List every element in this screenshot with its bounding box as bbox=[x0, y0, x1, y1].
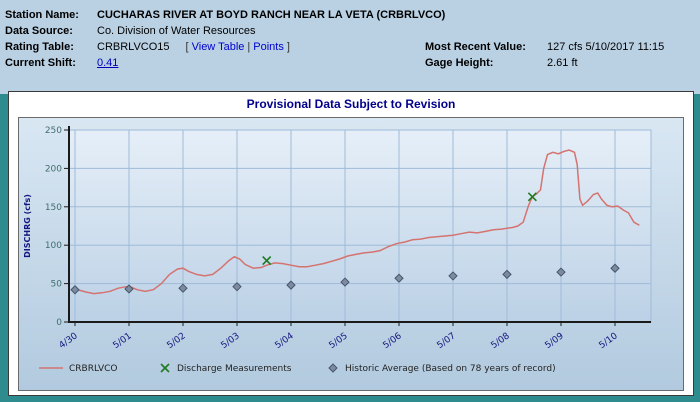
data-source-row: Data Source: Co. Division of Water Resour… bbox=[5, 23, 700, 39]
svg-text:5/08: 5/08 bbox=[489, 331, 512, 351]
discharge-time-series-chart: 0 50 100 150 200 250 4/30 5/01 5/02 5/03 5/04 5/05 5… bbox=[23, 126, 652, 374]
svg-text:0: 0 bbox=[56, 318, 62, 328]
svg-text:5/02: 5/02 bbox=[165, 331, 187, 351]
svg-text:5/04: 5/04 bbox=[273, 331, 296, 351]
svg-text:150: 150 bbox=[45, 203, 62, 213]
most-recent-value-label: Most Recent Value: bbox=[425, 41, 526, 53]
station-name-value: CUCHARAS RIVER AT BOYD RANCH NEAR LA VET… bbox=[97, 9, 446, 21]
current-shift-link[interactable]: 0.41 bbox=[97, 57, 119, 69]
svg-text:100: 100 bbox=[45, 241, 62, 251]
gage-height-row: Gage Height: 2.61 ft bbox=[425, 55, 664, 71]
data-source-label: Data Source: bbox=[5, 25, 73, 37]
rating-table-label: Rating Table: bbox=[5, 41, 74, 53]
svg-text:Discharge Measurements: Discharge Measurements bbox=[177, 364, 292, 374]
svg-text:5/03: 5/03 bbox=[219, 331, 241, 351]
rating-table-value: CRBRLVCO15 bbox=[97, 41, 170, 53]
svg-text:DISCHRG (cfs): DISCHRG (cfs) bbox=[23, 194, 32, 258]
svg-text:5/07: 5/07 bbox=[435, 331, 457, 351]
station-header: Station Name: CUCHARAS RIVER AT BOYD RANC… bbox=[0, 0, 700, 94]
current-shift-row: Current Shift: 0.41 bbox=[5, 55, 700, 71]
station-name-label: Station Name: bbox=[5, 9, 79, 21]
rating-links-bracket-close: ] bbox=[286, 41, 290, 53]
chart-panel: Provisional Data Subject to Revision 0 50… bbox=[8, 91, 694, 396]
svg-text:4/30: 4/30 bbox=[57, 331, 80, 351]
svg-text:250: 250 bbox=[45, 126, 62, 136]
svg-text:Historic Average (Based on 78: Historic Average (Based on 78 years of r… bbox=[345, 364, 556, 374]
header-right-block: Most Recent Value: 127 cfs 5/10/2017 11:1… bbox=[425, 39, 664, 71]
chart-area: 0 50 100 150 200 250 4/30 5/01 5/02 5/03 5/04 5/05 5… bbox=[18, 117, 684, 391]
svg-text:5/09: 5/09 bbox=[543, 331, 566, 351]
svg-text:50: 50 bbox=[51, 280, 63, 290]
most-recent-value-row: Most Recent Value: 127 cfs 5/10/2017 11:1… bbox=[425, 39, 664, 55]
rating-links-bracket-open: [ bbox=[185, 41, 189, 53]
gage-height-value: 2.61 ft bbox=[547, 57, 578, 69]
view-table-link[interactable]: View Table bbox=[191, 41, 245, 53]
chart-title: Provisional Data Subject to Revision bbox=[246, 97, 456, 111]
data-source-value: Co. Division of Water Resources bbox=[97, 25, 256, 37]
svg-text:CRBRLVCO: CRBRLVCO bbox=[69, 364, 118, 374]
svg-text:5/05: 5/05 bbox=[327, 331, 349, 351]
svg-text:200: 200 bbox=[45, 164, 62, 174]
svg-text:5/10: 5/10 bbox=[597, 331, 620, 351]
rating-links-separator: | bbox=[247, 41, 251, 53]
current-shift-label: Current Shift: bbox=[5, 57, 76, 69]
points-link[interactable]: Points bbox=[253, 41, 284, 53]
rating-table-row: Rating Table: CRBRLVCO15 [View Table | Point… bbox=[5, 39, 700, 55]
gage-height-label: Gage Height: bbox=[425, 57, 494, 69]
svg-text:5/01: 5/01 bbox=[111, 331, 133, 351]
station-name-row: Station Name: CUCHARAS RIVER AT BOYD RANC… bbox=[5, 7, 700, 23]
most-recent-value: 127 cfs 5/10/2017 11:15 bbox=[547, 41, 665, 53]
svg-text:5/06: 5/06 bbox=[381, 331, 404, 351]
